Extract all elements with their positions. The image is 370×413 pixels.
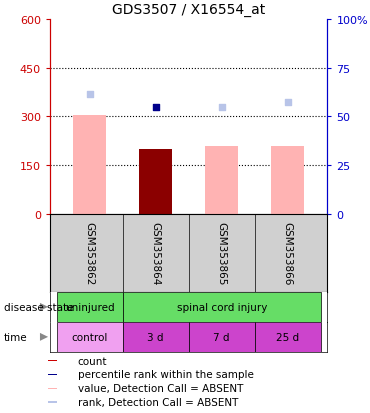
Text: spinal cord injury: spinal cord injury [176,302,267,312]
Bar [122,322,189,352]
Point [285,99,291,106]
Bar [57,292,122,322]
Bar [48,374,57,375]
Text: rank, Detection Call = ABSENT: rank, Detection Call = ABSENT [78,397,238,407]
Bar [255,322,321,352]
Text: GSM353865: GSM353865 [217,222,227,285]
Title: GDS3507 / X16554_at: GDS3507 / X16554_at [112,3,265,17]
Text: 25 d: 25 d [276,332,299,342]
Text: GSM353862: GSM353862 [85,222,95,285]
Bar [73,116,106,214]
Text: percentile rank within the sample: percentile rank within the sample [78,370,253,380]
Text: GSM353866: GSM353866 [283,222,293,285]
Bar [48,401,57,403]
Text: GSM353864: GSM353864 [151,222,161,285]
Bar [139,150,172,214]
Text: 3 d: 3 d [147,332,164,342]
Point [219,104,225,111]
Polygon shape [40,303,48,311]
Bar [122,292,321,322]
Bar [205,146,238,214]
Text: control: control [71,332,108,342]
Bar [189,322,255,352]
Bar [57,322,122,352]
Text: value, Detection Call = ABSENT: value, Detection Call = ABSENT [78,383,243,393]
Point [153,104,159,111]
Point [87,91,92,98]
Text: count: count [78,356,107,366]
Bar [48,360,57,361]
Text: time: time [4,332,27,342]
Text: 7 d: 7 d [213,332,230,342]
Text: uninjured: uninjured [65,302,114,312]
Text: disease state: disease state [4,302,73,312]
Bar [271,146,304,214]
Polygon shape [40,333,48,341]
Bar [48,388,57,389]
